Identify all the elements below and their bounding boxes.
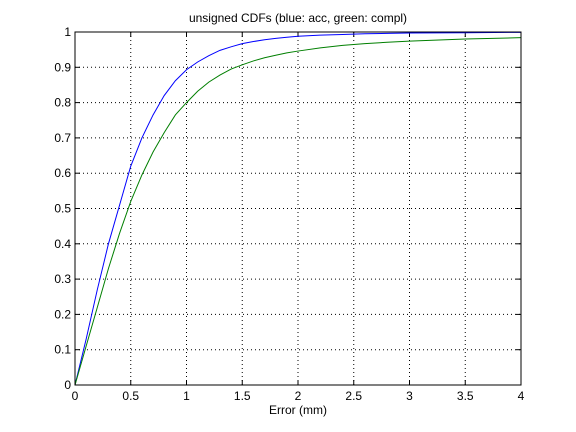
y-tick-labels: 0 0.1 0.2 0.3 0.4 0.5 0.6 0.7 0.8 0.9 1	[54, 25, 71, 392]
y-tick-label: 0.3	[54, 272, 71, 286]
x-tick-label: 1	[183, 389, 190, 403]
series-line-1	[74, 31, 522, 386]
chart-title: unsigned CDFs (blue: acc, green: compl)	[189, 11, 407, 25]
x-tick-label: 3.5	[457, 389, 474, 403]
x-axis-label: Error (mm)	[269, 403, 327, 417]
plot-border	[74, 31, 522, 386]
y-tick-label: 0.4	[54, 237, 71, 251]
series-group	[74, 31, 522, 386]
x-tick-label: 1.5	[234, 389, 251, 403]
y-tick-label: 0.7	[54, 131, 71, 145]
y-tick-label: 0	[64, 378, 71, 392]
y-tick-label: 0.8	[54, 96, 71, 110]
y-tick-label: 0.6	[54, 166, 71, 180]
series-line-2	[74, 37, 522, 386]
y-tick-label: 0.5	[54, 202, 71, 216]
x-tick-label: 3	[406, 389, 413, 403]
y-tick-label: 0.9	[54, 60, 71, 74]
x-tick-label: 2	[295, 389, 302, 403]
x-tick-label: 0	[72, 389, 79, 403]
x-tick-labels: 0 0.5 1 1.5 2 2.5 3 3.5 4	[72, 389, 525, 403]
y-tick-label: 1	[64, 25, 71, 39]
y-tick-label: 0.1	[54, 343, 71, 357]
y-tick-label: 0.2	[54, 307, 71, 321]
x-tick-label: 0.5	[122, 389, 139, 403]
x-tick-label: 2.5	[345, 389, 362, 403]
grid	[75, 32, 521, 385]
x-tick-label: 4	[518, 389, 525, 403]
